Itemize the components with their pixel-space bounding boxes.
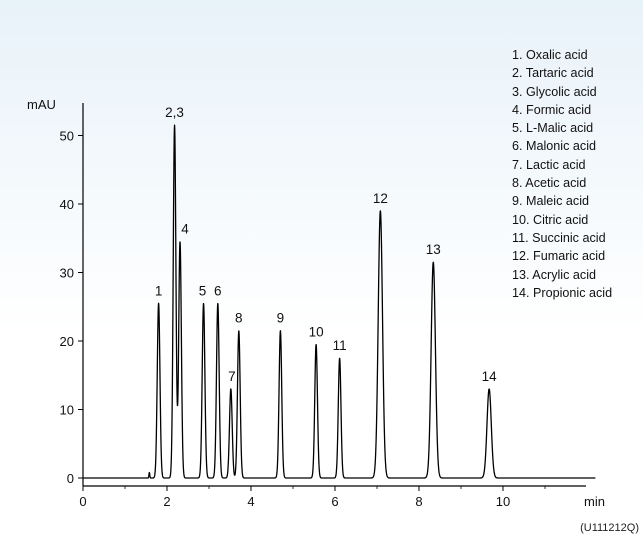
y-tick-label: 0 — [67, 471, 74, 486]
peak-label: 12 — [373, 191, 388, 206]
legend-text: 10. Citric acid — [512, 212, 589, 227]
legend-item: 11. Succinic acid — [512, 229, 612, 247]
legend-item: 6. Malonic acid — [512, 137, 612, 155]
x-tick-label: 0 — [79, 494, 86, 509]
peak-label: 6 — [214, 283, 222, 298]
x-tick-label: 4 — [247, 494, 254, 509]
legend-item: 2. Tartaric acid — [512, 64, 612, 82]
y-axis-unit: mAU — [27, 97, 56, 112]
legend-text: 5. L-Malic acid — [512, 121, 594, 136]
legend-item: 7. Lactic acid — [512, 156, 612, 174]
peak-label: 4 — [181, 222, 189, 237]
legend-text: 6. Malonic acid — [512, 139, 596, 154]
y-tick-label: 50 — [60, 129, 74, 144]
legend-item: 10. Citric acid — [512, 211, 612, 229]
peak-legend: 1. Oxalic acid 2. Tartaric acid 3. Glyco… — [512, 46, 612, 302]
legend-text: 7. Lactic acid — [512, 157, 586, 172]
peak-label: 13 — [426, 242, 441, 257]
y-tick-label: 20 — [60, 334, 74, 349]
legend-item: 12. Fumaric acid — [512, 247, 612, 265]
legend-text: 11. Succinic acid — [512, 230, 606, 245]
legend-text: 3. Glycolic acid — [512, 84, 597, 99]
peak-label: 10 — [309, 324, 324, 339]
legend-text: 14. Propionic acid — [512, 285, 613, 300]
legend-text: 1. Oxalic acid — [512, 48, 588, 62]
peak-label: 5 — [199, 283, 207, 298]
figure-code: (U111212Q) — [580, 522, 639, 534]
x-tick-label: 10 — [496, 494, 510, 509]
chromatogram-trace — [82, 124, 596, 479]
peak-label: 1 — [155, 283, 163, 298]
legend-text: 4. Formic acid — [512, 102, 592, 117]
legend-item: 8. Acetic acid — [512, 174, 612, 192]
peak-label: 7 — [228, 369, 236, 384]
y-tick-label: 30 — [60, 266, 74, 281]
y-tick-label: 40 — [60, 197, 74, 212]
x-tick-label: 8 — [415, 494, 422, 509]
x-tick-label: 6 — [331, 494, 338, 509]
legend-item: 1. Oxalic acid — [512, 46, 612, 64]
legend-item: 9. Maleic acid — [512, 192, 612, 210]
legend-text: 2. Tartaric acid — [512, 66, 594, 81]
legend-item: 13. Acrylic acid — [512, 266, 612, 284]
legend-text: 12. Fumaric acid — [512, 249, 606, 264]
y-tick-label: 10 — [60, 403, 74, 418]
legend-item: 3. Glycolic acid — [512, 83, 612, 101]
peak-label: 8 — [235, 311, 243, 326]
legend-text: 8. Acetic acid — [512, 176, 587, 191]
peak-label: 11 — [333, 338, 347, 353]
peak-label: 9 — [277, 311, 285, 326]
peak-label: 14 — [482, 369, 498, 384]
peak-label: 2,3 — [165, 105, 184, 120]
x-axis-unit: min — [584, 494, 605, 509]
x-tick-label: 2 — [163, 494, 170, 509]
legend-text: 9. Maleic acid — [512, 194, 589, 209]
legend-item: 4. Formic acid — [512, 101, 612, 119]
legend-item: 14. Propionic acid — [512, 284, 612, 302]
legend-text: 13. Acrylic acid — [512, 267, 596, 282]
legend-item: 5. L-Malic acid — [512, 119, 612, 137]
